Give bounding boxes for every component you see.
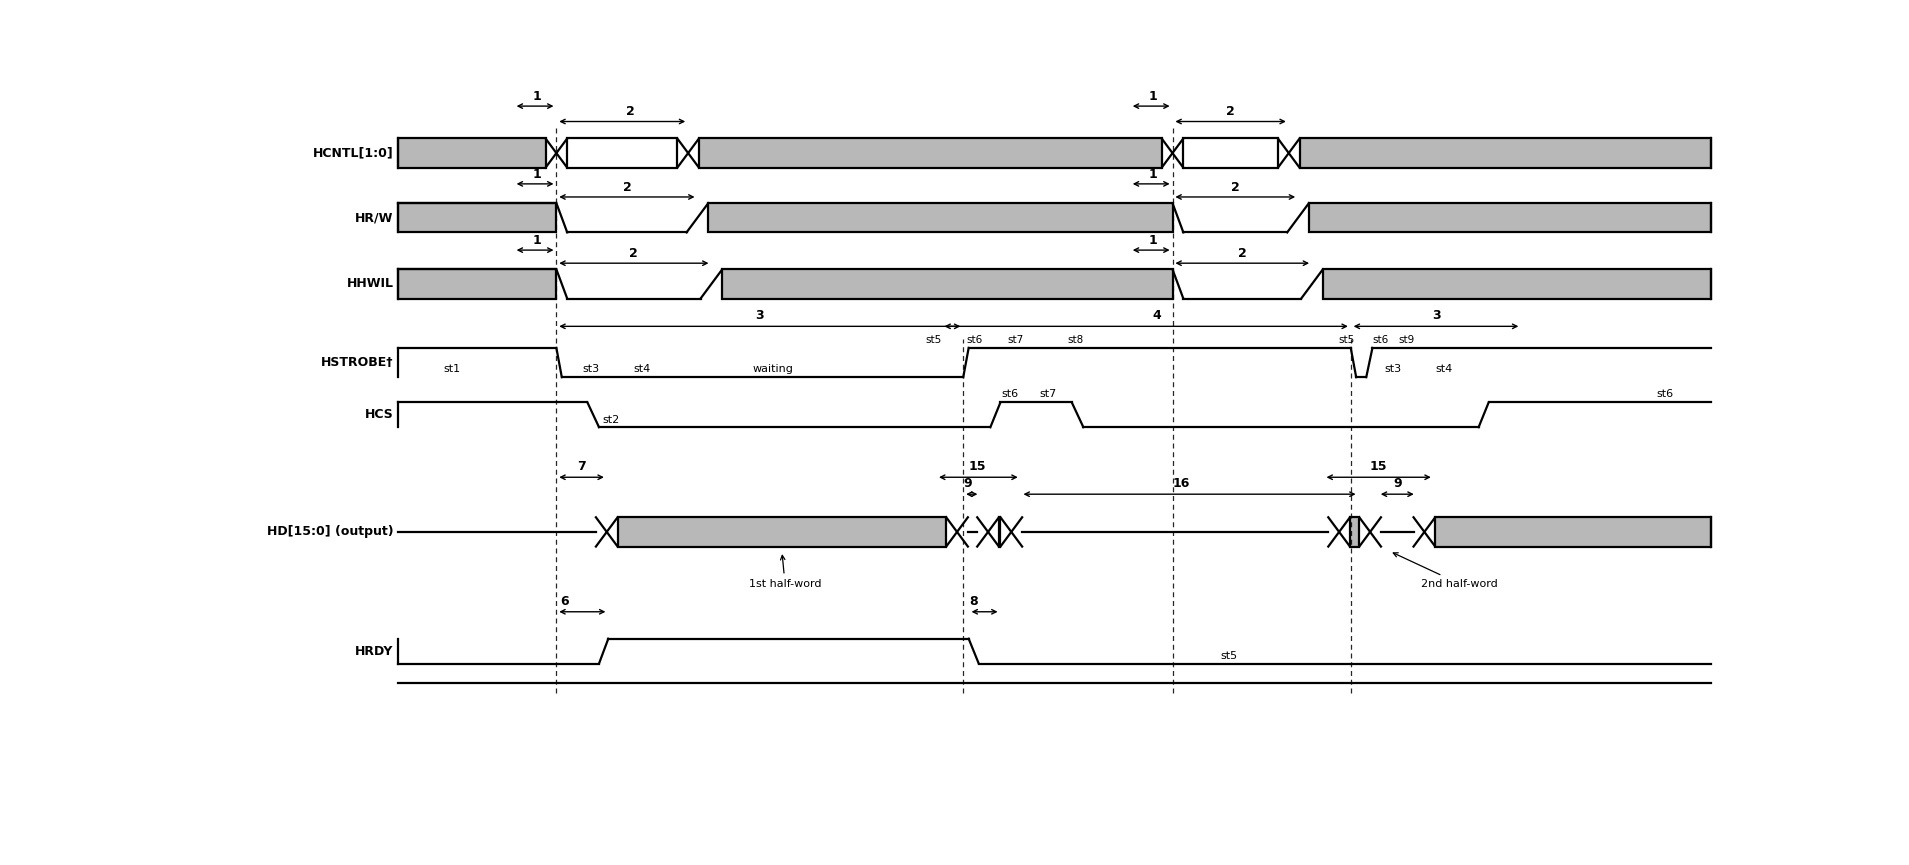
Bar — [397, 138, 546, 168]
Text: 2: 2 — [622, 181, 632, 194]
Text: HD[15:0] (output): HD[15:0] (output) — [267, 525, 393, 538]
Text: 2: 2 — [1226, 106, 1235, 119]
Text: 7: 7 — [577, 460, 586, 473]
Bar — [1323, 269, 1710, 298]
Text: st3: st3 — [1384, 364, 1401, 374]
Text: 2: 2 — [1237, 247, 1247, 260]
Text: st2: st2 — [603, 415, 620, 425]
Text: st8: st8 — [1067, 335, 1084, 345]
Text: 2: 2 — [1231, 181, 1239, 194]
Text: HRDY: HRDY — [355, 644, 393, 657]
Bar — [722, 269, 1172, 298]
Text: st3: st3 — [582, 364, 599, 374]
Text: 16: 16 — [1172, 477, 1189, 490]
Text: st5: st5 — [1338, 335, 1355, 345]
Text: st5: st5 — [1220, 650, 1237, 661]
Text: HCNTL[1:0]: HCNTL[1:0] — [313, 146, 393, 159]
Text: HCS: HCS — [365, 408, 393, 421]
Text: 2: 2 — [626, 106, 634, 119]
Bar — [699, 138, 1163, 168]
Text: 1st half-word: 1st half-word — [748, 555, 821, 588]
Text: 1: 1 — [533, 168, 542, 181]
Text: st6: st6 — [966, 335, 983, 345]
Text: HHWIL: HHWIL — [347, 278, 393, 291]
Bar — [397, 269, 556, 298]
Text: st9: st9 — [1399, 335, 1415, 345]
Text: 6: 6 — [559, 595, 569, 608]
Text: 1: 1 — [1149, 168, 1157, 181]
Text: 3: 3 — [756, 310, 764, 323]
Text: waiting: waiting — [752, 364, 794, 374]
Text: HR/W: HR/W — [355, 211, 393, 224]
Text: 1: 1 — [1149, 90, 1157, 103]
Text: 9: 9 — [964, 477, 972, 490]
Text: 2nd half-word: 2nd half-word — [1394, 553, 1499, 588]
Text: 2: 2 — [630, 247, 638, 260]
Bar — [1310, 203, 1710, 233]
Text: st6: st6 — [1373, 335, 1388, 345]
Bar — [397, 203, 556, 233]
Text: 1: 1 — [533, 234, 542, 247]
Text: 9: 9 — [1394, 477, 1401, 490]
Bar — [1350, 517, 1359, 547]
Bar — [1184, 138, 1277, 168]
Bar — [619, 517, 947, 547]
Bar — [1300, 138, 1710, 168]
Text: st4: st4 — [1436, 364, 1453, 374]
Text: st4: st4 — [634, 364, 651, 374]
Text: 3: 3 — [1432, 310, 1439, 323]
Bar — [708, 203, 1172, 233]
Text: HSTROBE†: HSTROBE† — [321, 356, 393, 369]
Text: st6: st6 — [1000, 389, 1017, 400]
Text: st7: st7 — [1040, 389, 1058, 400]
Text: st7: st7 — [1008, 335, 1023, 345]
Text: 15: 15 — [1369, 460, 1386, 473]
Bar — [1436, 517, 1710, 547]
Text: 8: 8 — [970, 595, 977, 608]
Text: 15: 15 — [970, 460, 987, 473]
Text: 1: 1 — [533, 90, 542, 103]
Text: st1: st1 — [443, 364, 460, 374]
Text: 1: 1 — [1149, 234, 1157, 247]
Text: 4: 4 — [1153, 310, 1161, 323]
Text: st6: st6 — [1657, 389, 1672, 400]
Text: st5: st5 — [926, 335, 941, 345]
Bar — [567, 138, 678, 168]
